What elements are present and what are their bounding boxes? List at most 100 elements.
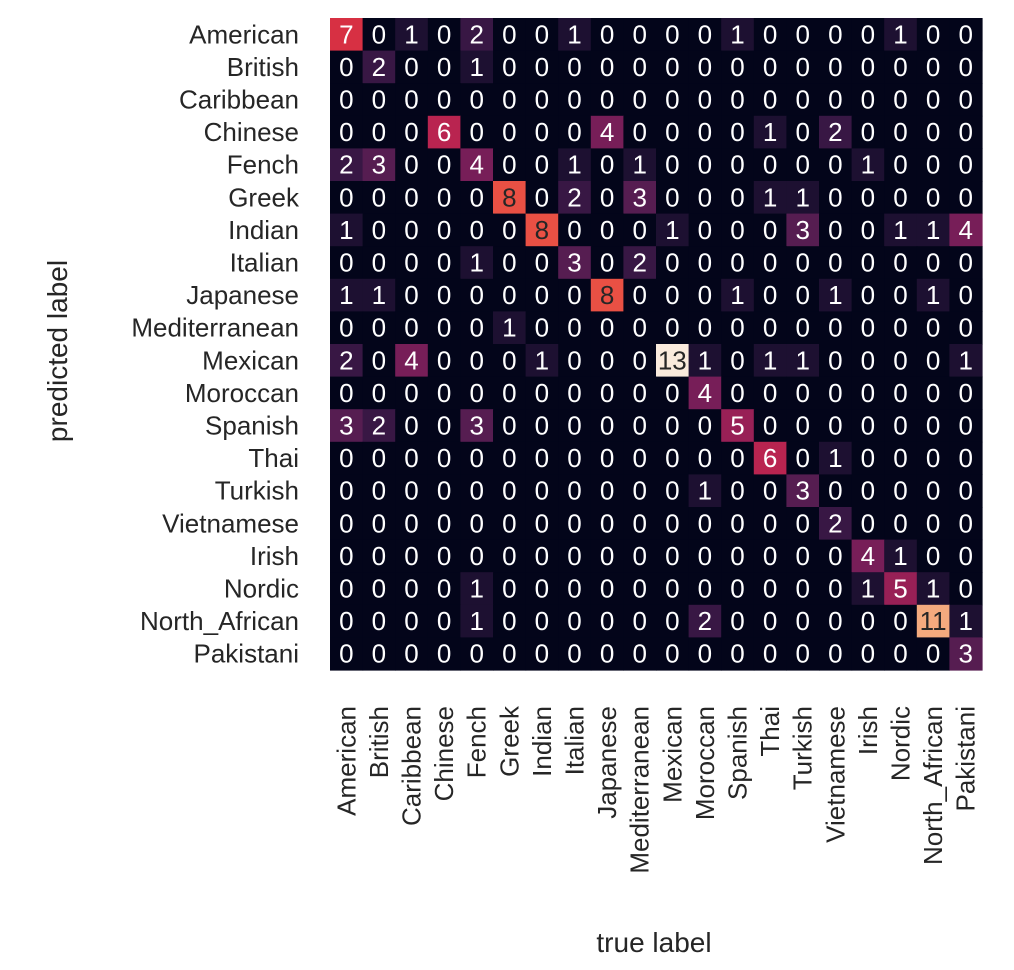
- cell-value-label: 0: [437, 150, 451, 180]
- y-tick-label: British: [227, 52, 299, 82]
- cell-value-label: 0: [632, 606, 646, 636]
- heatmap-cell: [460, 376, 494, 410]
- heatmap-cell: [949, 409, 983, 443]
- heatmap-cell: [427, 83, 461, 117]
- cell-value-label: 0: [698, 411, 712, 441]
- heatmap-cell: [688, 409, 722, 443]
- heatmap-cell: [721, 181, 755, 215]
- heatmap-cell: [493, 604, 527, 638]
- heatmap-cell: [916, 311, 950, 345]
- heatmap-cell: [493, 637, 527, 671]
- y-tick-label: Turkish: [215, 476, 299, 506]
- cell-value-label: 0: [795, 150, 809, 180]
- cell-value-label: 0: [372, 19, 386, 49]
- heatmap-cell: [362, 474, 396, 508]
- cell-value-label: 0: [958, 541, 972, 571]
- heatmap-cell: [819, 409, 853, 443]
- heatmap-cell: [753, 83, 787, 117]
- heatmap-cell: [427, 50, 461, 84]
- cell-value-label: 0: [893, 639, 907, 669]
- cell-value-label: 0: [535, 52, 549, 82]
- heatmap-cell: [786, 376, 820, 410]
- heatmap-cell: [721, 637, 755, 671]
- heatmap-cell: [427, 246, 461, 280]
- heatmap-cell: [590, 441, 624, 475]
- cell-value-label: 0: [730, 85, 744, 115]
- heatmap-cell: [721, 441, 755, 475]
- cell-value-label: 0: [632, 508, 646, 538]
- heatmap-cell: [493, 18, 527, 52]
- cell-value-label: 0: [632, 313, 646, 343]
- heatmap-cell: [590, 637, 624, 671]
- cell-value-label: 1: [861, 574, 875, 604]
- cell-value-label: 0: [893, 280, 907, 310]
- heatmap-cell: [819, 246, 853, 280]
- cell-value-label: 0: [893, 85, 907, 115]
- cell-value-label: 2: [632, 248, 646, 278]
- cell-value-label: 0: [698, 508, 712, 538]
- cell-value-label: 0: [893, 117, 907, 147]
- cell-value-label: 0: [926, 150, 940, 180]
- cell-value-label: 0: [763, 248, 777, 278]
- heatmap-cell: [819, 278, 853, 312]
- heatmap-cell: [427, 474, 461, 508]
- heatmap-cell: [916, 50, 950, 84]
- cell-value-label: 0: [861, 182, 875, 212]
- heatmap-cell: [851, 246, 885, 280]
- cell-value-label: 0: [698, 313, 712, 343]
- heatmap-cell: [884, 115, 918, 149]
- cell-value-label: 0: [535, 508, 549, 538]
- cell-value-label: 0: [861, 117, 875, 147]
- heatmap-cell: [362, 213, 396, 247]
- heatmap-cell: [525, 246, 559, 280]
- cell-value-label: 0: [404, 639, 418, 669]
- cell-value-label: 0: [861, 606, 875, 636]
- cell-value-label: 0: [502, 85, 516, 115]
- cell-value-label: 1: [893, 215, 907, 245]
- cell-value-label: 0: [404, 182, 418, 212]
- y-tick-label: Japanese: [186, 280, 299, 310]
- cell-value-label: 0: [698, 639, 712, 669]
- heatmap-cell: [656, 604, 690, 638]
- heatmap-cell: [558, 213, 592, 247]
- cell-value-label: 0: [339, 639, 353, 669]
- cell-value-label: 4: [698, 378, 712, 408]
- cell-value-label: 0: [632, 411, 646, 441]
- heatmap-cell: [493, 376, 527, 410]
- heatmap-cell: [525, 148, 559, 182]
- heatmap-cell: [427, 572, 461, 606]
- cell-value-label: 0: [339, 541, 353, 571]
- cell-value-label: 0: [535, 85, 549, 115]
- cell-value-label: 0: [535, 476, 549, 506]
- heatmap-cell: [851, 474, 885, 508]
- cell-value-label: 2: [698, 606, 712, 636]
- heatmap-cell: [688, 604, 722, 638]
- cell-value-label: 0: [502, 476, 516, 506]
- heatmap-cell: [525, 637, 559, 671]
- cell-value-label: 0: [469, 215, 483, 245]
- heatmap-cell: [786, 18, 820, 52]
- cell-value-label: 0: [795, 541, 809, 571]
- cell-value-label: 0: [502, 215, 516, 245]
- cell-value-label: 0: [926, 117, 940, 147]
- heatmap-cell: [819, 83, 853, 117]
- heatmap-cell: [753, 115, 787, 149]
- cell-value-label: 0: [861, 248, 875, 278]
- heatmap-cell: [884, 50, 918, 84]
- cell-value-label: 0: [600, 378, 614, 408]
- cell-value-label: 0: [632, 541, 646, 571]
- cell-value-label: 0: [665, 280, 679, 310]
- heatmap-cell: [395, 115, 429, 149]
- cell-value-label: 8: [535, 215, 549, 245]
- cell-value-label: 0: [828, 606, 842, 636]
- cell-value-label: 0: [404, 248, 418, 278]
- cell-value-label: 0: [926, 313, 940, 343]
- cell-value-label: 0: [665, 182, 679, 212]
- cell-value-label: 0: [763, 411, 777, 441]
- cell-value-label: 0: [567, 52, 581, 82]
- heatmap-cell: [427, 344, 461, 378]
- heatmap-cell: [884, 637, 918, 671]
- heatmap-cell: [623, 604, 657, 638]
- heatmap-cell: [460, 181, 494, 215]
- heatmap-cell: [590, 50, 624, 84]
